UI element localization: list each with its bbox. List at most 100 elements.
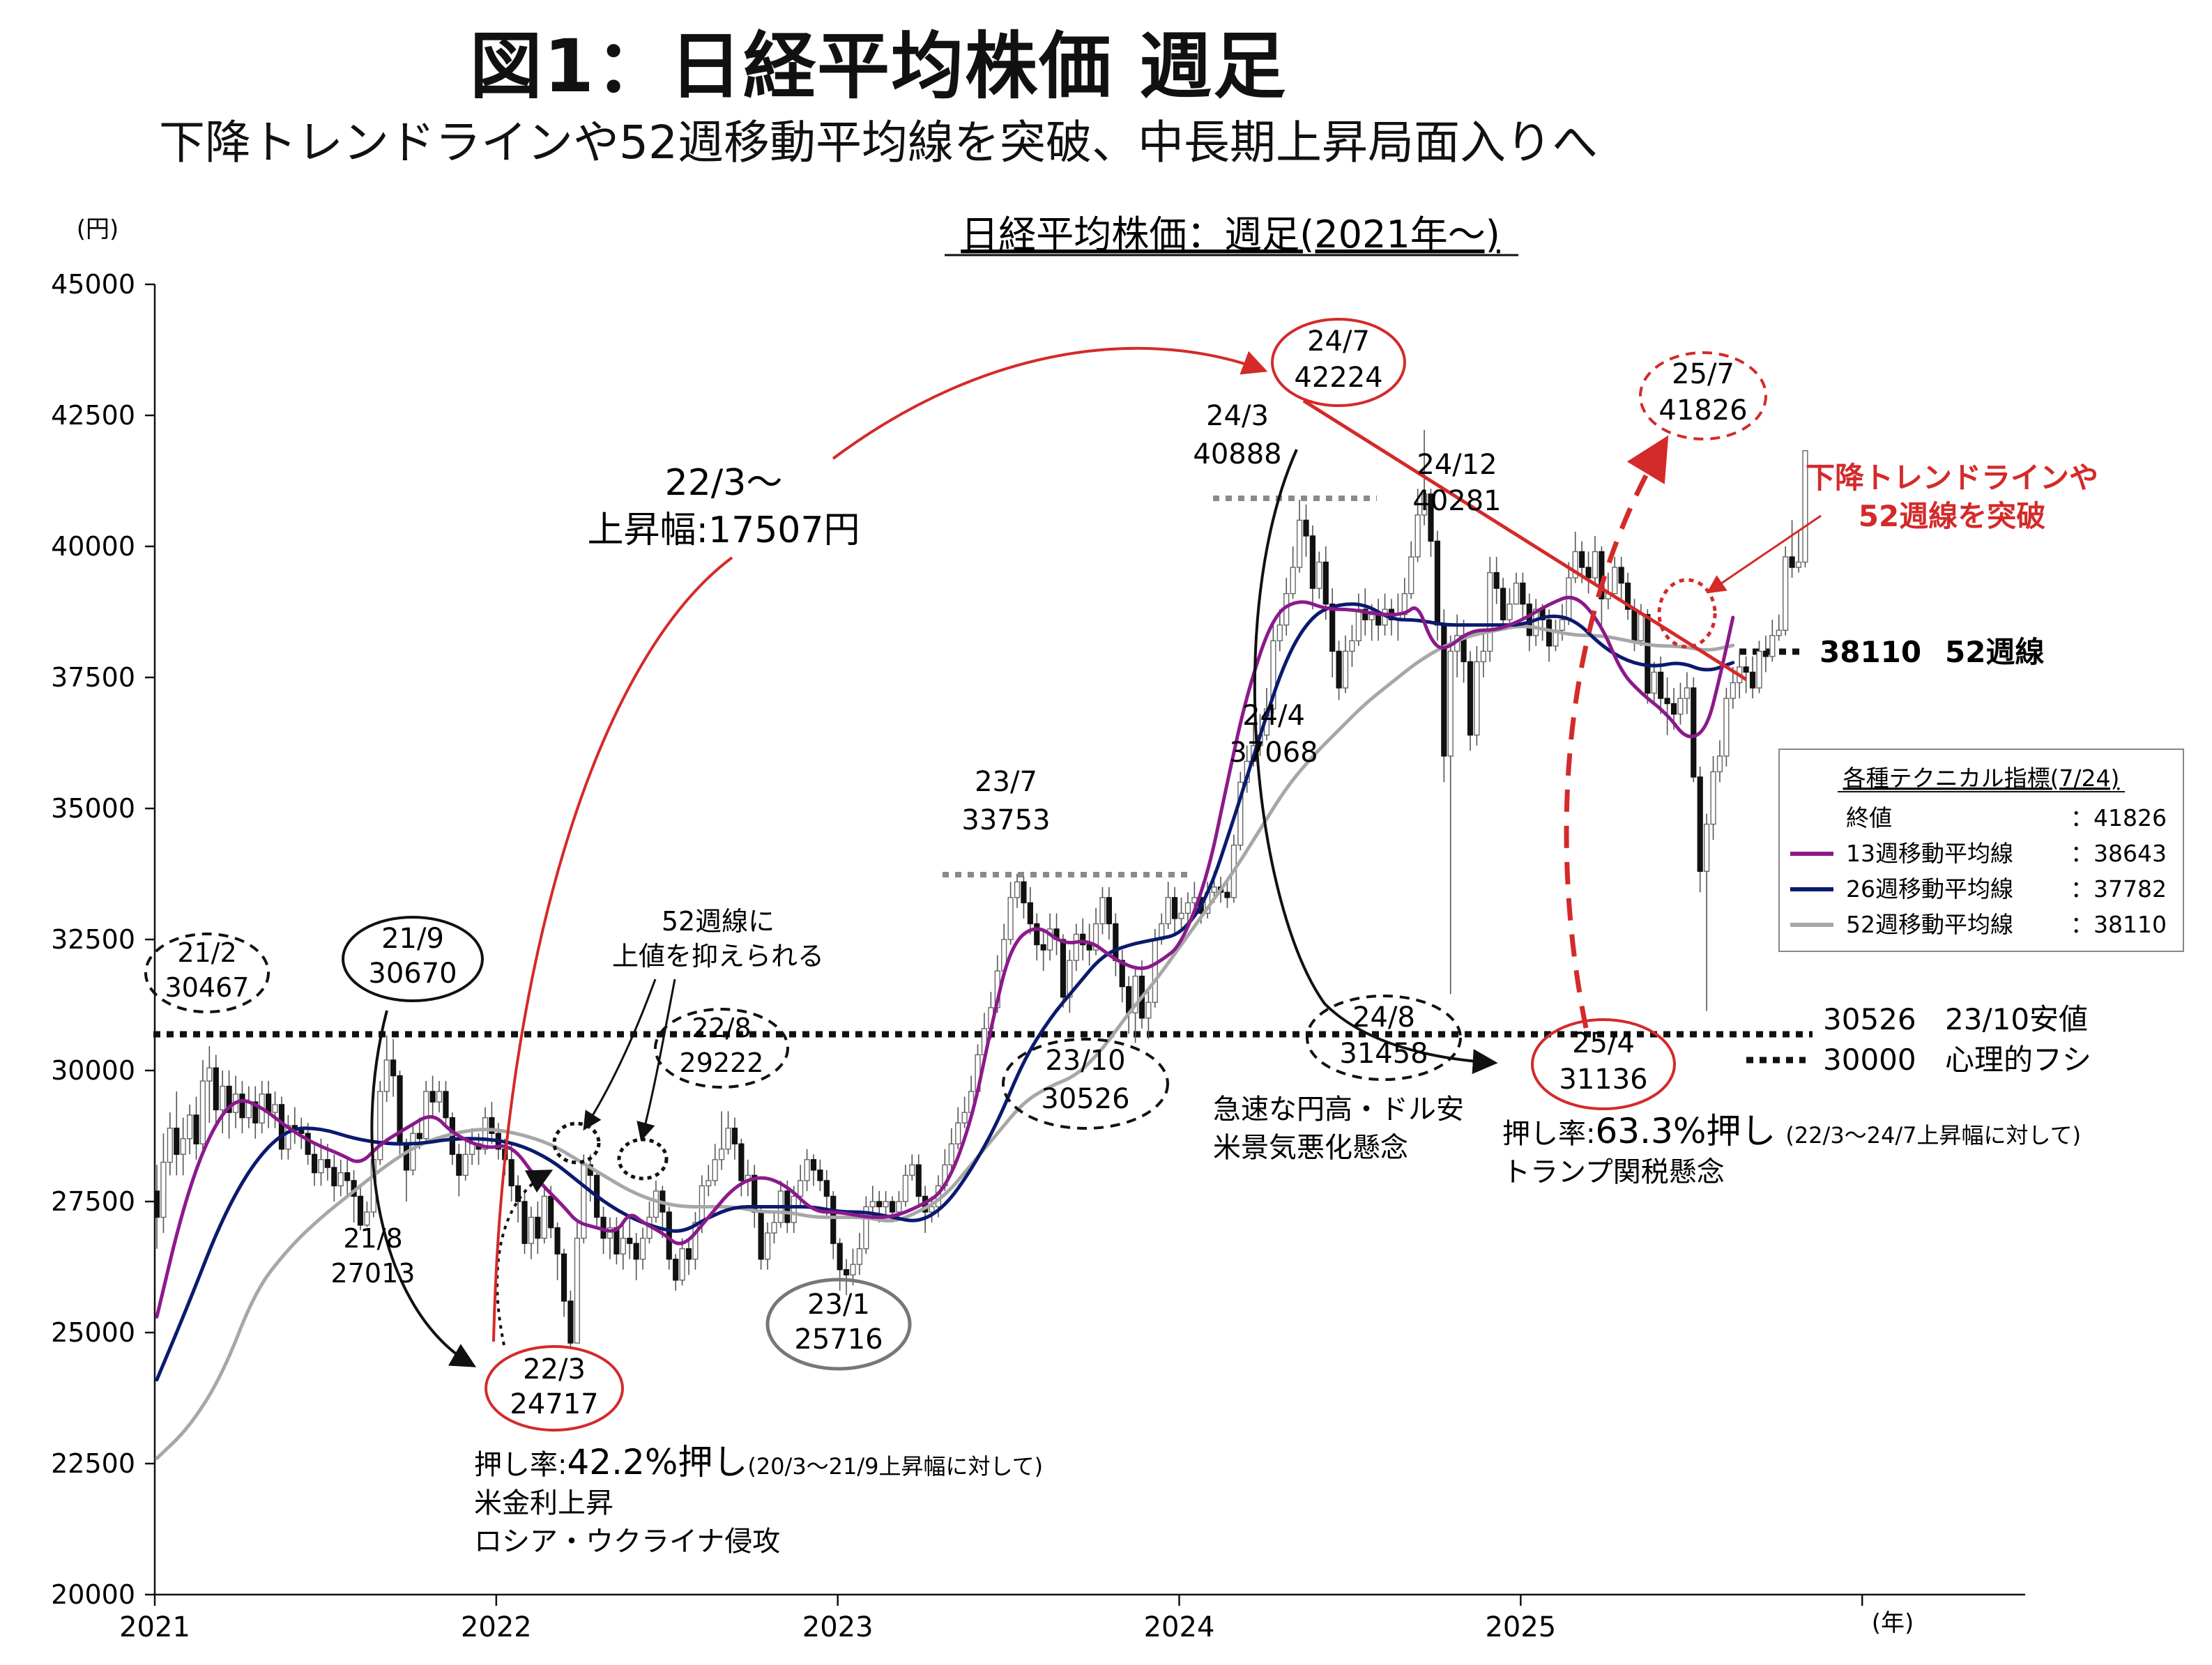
candle — [167, 1112, 173, 1176]
candle — [1585, 551, 1592, 594]
candle — [213, 1054, 219, 1128]
candle — [206, 1045, 213, 1123]
y-tick-label: 42500 — [51, 400, 135, 431]
svg-text:米金利上昇: 米金利上昇 — [474, 1487, 613, 1519]
candle — [745, 1159, 751, 1197]
candle — [1612, 557, 1618, 594]
candle — [758, 1206, 764, 1270]
candle — [1762, 635, 1769, 673]
svg-text:30000: 30000 — [1823, 1043, 1916, 1077]
candle — [1493, 557, 1500, 604]
candle — [1336, 640, 1342, 700]
candle — [160, 1133, 167, 1234]
x-tick-label: 2022 — [461, 1611, 532, 1643]
candle — [535, 1202, 541, 1254]
candle — [1053, 913, 1060, 956]
candle — [351, 1169, 357, 1223]
svg-text:24/12: 24/12 — [1417, 449, 1497, 481]
candle — [364, 1202, 370, 1227]
x-axis-unit: (年) — [1872, 1609, 1914, 1637]
candle — [581, 1154, 587, 1244]
candle — [1513, 572, 1520, 605]
svg-text:下降トレンドラインや: 下降トレンドラインや — [1806, 461, 2098, 495]
candle — [719, 1111, 725, 1170]
candle — [620, 1222, 626, 1270]
candle — [712, 1144, 718, 1186]
svg-text:23/1: 23/1 — [807, 1289, 870, 1321]
candle — [285, 1114, 291, 1160]
legend-row-52w: 52週移動平均線 ：38110 — [1790, 911, 2167, 938]
candle — [397, 1071, 403, 1155]
candle — [199, 1059, 206, 1149]
candle — [948, 1128, 954, 1170]
svg-text:33753: 33753 — [961, 804, 1050, 836]
candle — [1474, 645, 1480, 746]
candle — [1014, 873, 1021, 908]
legend-row-26w: 26週移動平均線 ：37782 — [1790, 875, 2167, 903]
svg-text:22/3: 22/3 — [523, 1353, 586, 1386]
candle — [1316, 551, 1322, 599]
arrow-breakout — [1706, 514, 1822, 594]
candlestick-series — [153, 429, 1808, 1348]
svg-text:21/2: 21/2 — [177, 937, 236, 968]
x-tick-label: 2025 — [1485, 1611, 1556, 1643]
arrow-24-7-to-24-8 — [1253, 449, 1498, 1075]
annotation-left-bottom: 押し率:42.2%押し(20/3～21/9上昇幅に対して) 米金利上昇 ロシア・… — [474, 1442, 1043, 1558]
svg-text:24/7: 24/7 — [1307, 325, 1370, 358]
callouts: 21/2 30467 21/9 30670 21/8 27013 22/3 24… — [144, 318, 1767, 1432]
svg-text:22/8: 22/8 — [692, 1013, 751, 1043]
candle — [1507, 588, 1513, 625]
candle — [810, 1154, 817, 1186]
candle — [1126, 976, 1132, 1034]
candle — [1677, 682, 1684, 725]
candle — [193, 1096, 199, 1160]
candle — [1224, 882, 1230, 908]
candle — [220, 1071, 226, 1134]
callout-24-4: 24/4 37068 — [1229, 700, 1318, 769]
indicator-legend: 各種テクニカル指標(7/24) 終値 ：41826 13週移動平均線 ：3864… — [1778, 749, 2184, 952]
candle — [508, 1144, 514, 1202]
candle — [843, 1259, 850, 1296]
y-tick-label: 27500 — [51, 1186, 135, 1217]
candle — [679, 1238, 685, 1286]
ma-52-week-line — [155, 624, 1735, 1460]
candle — [1067, 950, 1073, 1013]
candle — [187, 1104, 193, 1155]
candle — [337, 1159, 344, 1197]
candle — [541, 1186, 547, 1244]
candle — [731, 1117, 738, 1160]
svg-text:25/7: 25/7 — [1672, 358, 1734, 390]
candle — [1355, 593, 1361, 646]
candle — [685, 1238, 692, 1275]
svg-text:：37782: ：37782 — [2070, 875, 2167, 903]
candle — [239, 1081, 245, 1134]
candle — [1572, 531, 1578, 583]
candle — [607, 1217, 613, 1259]
candle — [1624, 572, 1631, 620]
arrow-rise-top — [832, 346, 1268, 460]
candle — [633, 1233, 639, 1280]
candle — [646, 1202, 653, 1244]
ma-26-week-line — [155, 602, 1735, 1382]
svg-text:52週線: 52週線 — [1945, 635, 2044, 669]
candle — [469, 1128, 475, 1165]
candle — [1145, 992, 1152, 1039]
svg-text:21/9: 21/9 — [381, 923, 444, 955]
candle — [1086, 923, 1092, 966]
svg-text:25/4: 25/4 — [1572, 1027, 1635, 1059]
moving-average-series — [155, 595, 1735, 1460]
reference-labels: 30526 23/10安値 30000 心理的フシ 38110 52週線 — [1820, 635, 2091, 1077]
y-tick-label: 32500 — [51, 924, 135, 955]
candle — [1651, 661, 1657, 704]
svg-text:31458: 31458 — [1339, 1038, 1428, 1070]
candle — [738, 1138, 745, 1197]
candle — [554, 1222, 560, 1280]
callout-21-9: 21/9 30670 — [342, 916, 484, 1002]
candle — [673, 1254, 679, 1291]
svg-text:ロシア・ウクライナ侵攻: ロシア・ウクライナ侵攻 — [474, 1526, 780, 1558]
svg-text:：38643: ：38643 — [2070, 840, 2167, 867]
svg-text:40281: 40281 — [1412, 485, 1501, 517]
candle — [1691, 677, 1697, 783]
downtrend-line — [1302, 399, 1748, 682]
